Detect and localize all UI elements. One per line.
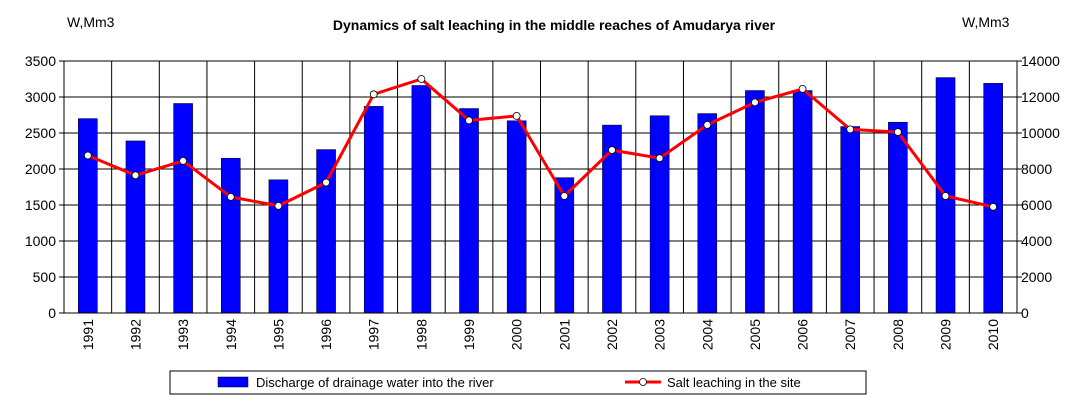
line-point xyxy=(369,90,378,99)
x-tick-label: 1995 xyxy=(270,319,286,350)
line-point xyxy=(751,98,759,107)
bar xyxy=(125,140,146,314)
x-tick-label: 2005 xyxy=(747,319,763,350)
bar xyxy=(411,85,432,314)
legend-bar-swatch xyxy=(217,376,249,388)
right-tick-label: 6000 xyxy=(1021,197,1052,213)
bar xyxy=(220,157,241,314)
bar xyxy=(173,103,193,314)
left-tick-label: 1000 xyxy=(25,233,56,249)
x-tick-label: 1993 xyxy=(175,319,191,350)
left-tick-label: 0 xyxy=(48,305,56,321)
bar xyxy=(697,113,718,314)
line-point xyxy=(941,192,950,200)
plot-area: 0 500 1000 1500 2000 2500 3000 3500 0 2000 4000 600… xyxy=(25,53,1060,350)
line-point xyxy=(417,75,426,83)
line-point xyxy=(703,121,712,129)
x-tick-label: 1997 xyxy=(366,319,382,350)
line-point xyxy=(322,178,330,187)
x-tick-label: 2010 xyxy=(985,319,1001,350)
line-point xyxy=(608,146,616,155)
left-tick-label: 2500 xyxy=(25,125,56,141)
line-point xyxy=(893,128,902,137)
x-tick-label: 2002 xyxy=(604,319,620,350)
legend-line-marker xyxy=(639,378,647,386)
bar xyxy=(506,120,527,314)
line-point xyxy=(83,151,92,160)
bar xyxy=(459,108,479,314)
x-tick-label: 1992 xyxy=(127,319,143,350)
line-point xyxy=(655,154,664,163)
x-tick-label: 1998 xyxy=(413,319,429,350)
bar xyxy=(840,126,861,314)
legend-line-label: Salt leaching in the site xyxy=(667,375,801,390)
line-point xyxy=(798,85,807,93)
x-tick-label: 2006 xyxy=(795,319,811,350)
bar xyxy=(316,149,336,314)
line-point xyxy=(274,201,283,210)
x-tick-label: 2000 xyxy=(509,319,525,350)
right-tick-label: 14000 xyxy=(1021,53,1060,69)
right-axis-label: W,Mm3 xyxy=(962,14,1010,30)
bar xyxy=(363,106,384,314)
line-point xyxy=(989,202,998,211)
left-tick-label: 1500 xyxy=(25,197,56,213)
x-tick-label: 2004 xyxy=(699,319,715,350)
legend-bar-label: Discharge of drainage water into the riv… xyxy=(256,375,494,390)
bar xyxy=(888,121,908,314)
line-point xyxy=(179,156,188,165)
right-tick-label: 4000 xyxy=(1021,233,1052,249)
x-tick-label: 1996 xyxy=(318,319,334,350)
left-axis-label: W,Mm3 xyxy=(67,14,115,30)
chart-title: Dynamics of salt leaching in the middle … xyxy=(333,17,776,33)
left-tick-label: 3000 xyxy=(25,89,56,105)
right-tick-label: 0 xyxy=(1021,305,1029,321)
left-tick-label: 3500 xyxy=(25,53,56,69)
bar xyxy=(268,179,289,314)
legend: Discharge of drainage water into the riv… xyxy=(169,370,867,395)
x-tick-label: 2009 xyxy=(938,319,954,350)
line-series xyxy=(87,77,994,209)
line-point xyxy=(131,171,140,180)
right-tick-label: 10000 xyxy=(1021,125,1060,141)
bar xyxy=(983,83,1003,314)
plot-frame xyxy=(63,60,1018,314)
left-tick-label: 500 xyxy=(33,269,57,285)
right-tick-label: 2000 xyxy=(1021,269,1052,285)
bar xyxy=(792,90,813,314)
legend-box xyxy=(169,370,867,395)
line-point xyxy=(846,125,855,134)
x-tick-label: 1991 xyxy=(80,319,96,350)
line-point xyxy=(465,116,473,125)
left-tick-label: 2000 xyxy=(25,161,56,177)
bar xyxy=(745,90,765,314)
right-tick-label: 8000 xyxy=(1021,161,1052,177)
x-tick-label: 2003 xyxy=(652,319,668,350)
line-point xyxy=(560,192,569,200)
line-point xyxy=(512,112,521,120)
x-tick-label: 1999 xyxy=(461,319,477,350)
x-tick-label: 1994 xyxy=(223,319,239,350)
x-tick-label: 2001 xyxy=(556,319,572,350)
line-point xyxy=(226,192,235,201)
x-tick-label: 2008 xyxy=(890,319,906,350)
right-tick-label: 12000 xyxy=(1021,89,1060,105)
x-tick-label: 2007 xyxy=(842,319,858,350)
bar xyxy=(649,115,670,314)
bar xyxy=(78,118,98,314)
